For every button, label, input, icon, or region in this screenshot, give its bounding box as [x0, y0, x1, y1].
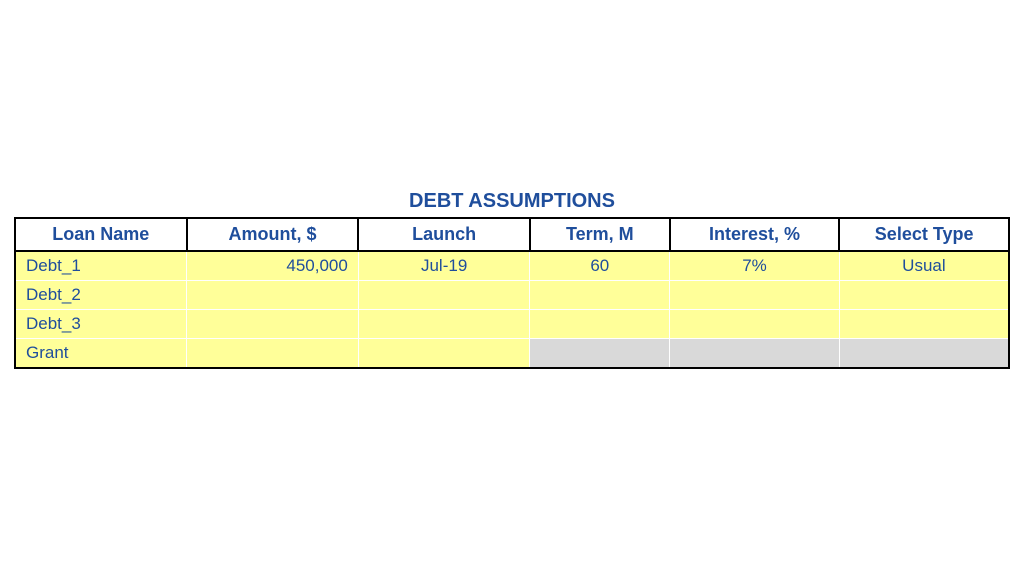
cell-amount[interactable] — [187, 339, 359, 369]
cell-loan-name[interactable]: Debt_2 — [15, 281, 187, 310]
cell-interest[interactable] — [670, 281, 840, 310]
table-title: DEBT ASSUMPTIONS — [14, 190, 1010, 213]
cell-type[interactable]: Usual — [839, 251, 1009, 281]
cell-loan-name[interactable]: Debt_1 — [15, 251, 187, 281]
table-row: Debt_1 450,000 Jul-19 60 7% Usual — [15, 251, 1009, 281]
cell-launch[interactable] — [358, 339, 530, 369]
cell-loan-name[interactable]: Debt_3 — [15, 310, 187, 339]
cell-term — [530, 339, 670, 369]
table-row: Debt_3 — [15, 310, 1009, 339]
cell-interest[interactable]: 7% — [670, 251, 840, 281]
cell-amount[interactable] — [187, 310, 359, 339]
col-header-term: Term, M — [530, 218, 670, 251]
col-header-interest: Interest, % — [670, 218, 840, 251]
table-row: Debt_2 — [15, 281, 1009, 310]
cell-type[interactable] — [839, 310, 1009, 339]
cell-launch[interactable]: Jul-19 — [358, 251, 530, 281]
cell-loan-name[interactable]: Grant — [15, 339, 187, 369]
debt-assumptions-table: Loan Name Amount, $ Launch Term, M Inter… — [14, 217, 1010, 369]
cell-term[interactable]: 60 — [530, 251, 670, 281]
table-header-row: Loan Name Amount, $ Launch Term, M Inter… — [15, 218, 1009, 251]
cell-amount[interactable]: 450,000 — [187, 251, 359, 281]
cell-interest[interactable] — [670, 310, 840, 339]
cell-term[interactable] — [530, 310, 670, 339]
cell-launch[interactable] — [358, 281, 530, 310]
col-header-select-type: Select Type — [839, 218, 1009, 251]
cell-type — [839, 339, 1009, 369]
col-header-amount: Amount, $ — [187, 218, 359, 251]
debt-assumptions-container: DEBT ASSUMPTIONS Loan Name Amount, $ Lau… — [14, 190, 1010, 369]
table-body: Debt_1 450,000 Jul-19 60 7% Usual Debt_2… — [15, 251, 1009, 368]
cell-term[interactable] — [530, 281, 670, 310]
cell-launch[interactable] — [358, 310, 530, 339]
cell-amount[interactable] — [187, 281, 359, 310]
table-row: Grant — [15, 339, 1009, 369]
cell-interest — [670, 339, 840, 369]
cell-type[interactable] — [839, 281, 1009, 310]
col-header-loan-name: Loan Name — [15, 218, 187, 251]
col-header-launch: Launch — [358, 218, 530, 251]
